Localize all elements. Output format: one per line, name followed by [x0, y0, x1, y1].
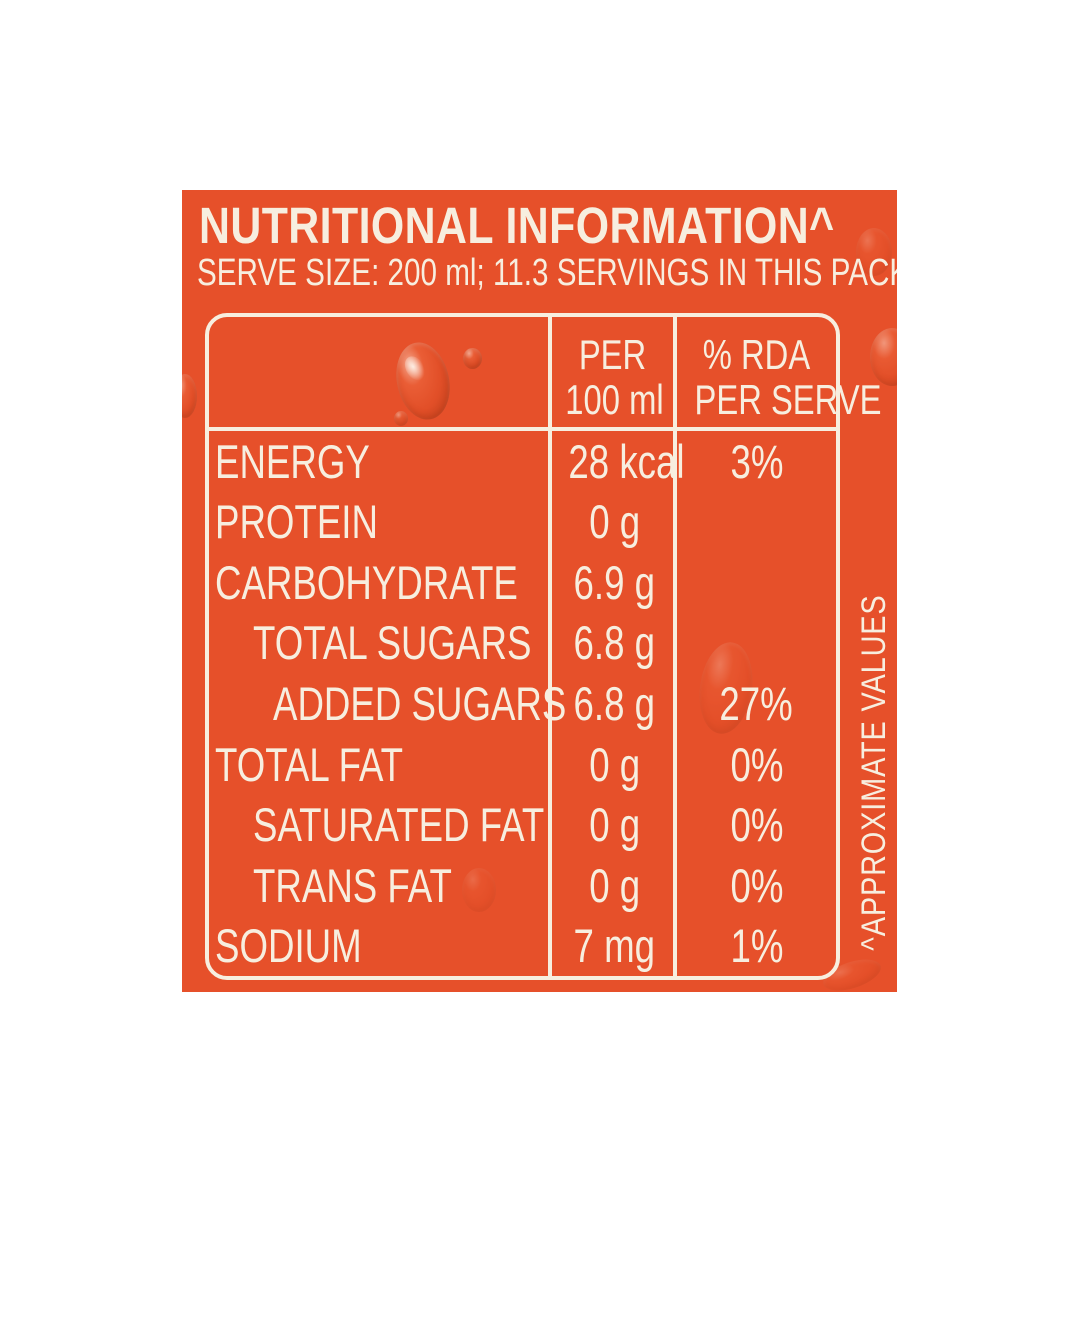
- rda-value: [677, 494, 836, 549]
- per-100ml-value: 0 g: [589, 798, 640, 852]
- per-100ml-value: 6.8 g: [573, 677, 656, 731]
- nutrient-label: CARBOHYDRATE: [215, 555, 518, 609]
- nutrient-label: TOTAL SUGARS: [253, 616, 532, 670]
- column-header-line: PER: [578, 331, 647, 378]
- per-100ml-value: 0 g: [589, 737, 640, 791]
- rda-value: 0%: [730, 737, 783, 791]
- per-100ml-value: 0 g: [589, 858, 640, 912]
- serve-size-line: SERVE SIZE: 200 ml; 11.3 SERVINGS IN THI…: [197, 252, 897, 294]
- table-row: TOTAL SUGARS 6.8 g: [209, 613, 836, 674]
- nutrient-label: ADDED SUGARS: [273, 677, 567, 731]
- nutrition-table: PER 100 ml % RDA PER SERVE ENERGY 28 kca…: [205, 313, 882, 980]
- header-divider: [209, 427, 836, 431]
- rda-value: 0%: [730, 858, 783, 912]
- rda-value: 27%: [719, 677, 794, 731]
- nutrient-label: ENERGY: [215, 434, 370, 488]
- per-100ml-value: 0 g: [589, 495, 640, 549]
- table-rows: ENERGY 28 kcal 3% PROTEIN 0 g CARBOHYDRA…: [209, 431, 836, 976]
- table-row: TOTAL FAT 0 g 0%: [209, 734, 836, 795]
- column-divider: [548, 317, 552, 976]
- water-droplet-icon: [856, 228, 892, 276]
- table-row: CARBOHYDRATE 6.9 g: [209, 552, 836, 613]
- table-row: ENERGY 28 kcal 3%: [209, 431, 836, 492]
- rda-value: [677, 555, 836, 610]
- per-100ml-value: 7 mg: [573, 919, 656, 973]
- per-100ml-value: 6.8 g: [573, 616, 656, 670]
- per-100ml-value: 6.9 g: [573, 555, 656, 609]
- nutrient-label: SATURATED FAT: [253, 798, 545, 852]
- rda-value: 0%: [730, 798, 783, 852]
- nutrient-label: PROTEIN: [215, 495, 378, 549]
- column-header-per-100ml: PER 100 ml: [552, 317, 673, 427]
- water-droplet-icon: [463, 348, 482, 369]
- table-row: ADDED SUGARS 6.8 g 27%: [209, 673, 836, 734]
- rda-value: 1%: [730, 919, 783, 973]
- column-header-line: % RDA: [702, 331, 811, 378]
- water-droplet-icon: [462, 868, 496, 912]
- nutrient-label: TOTAL FAT: [215, 737, 404, 791]
- column-header-line: 100 ml: [565, 376, 664, 423]
- label-title: NUTRITIONAL INFORMATION^: [199, 197, 835, 254]
- rda-value: 3%: [730, 434, 783, 488]
- column-divider: [673, 317, 677, 976]
- nutrition-label: NUTRITIONAL INFORMATION^ SERVE SIZE: 200…: [182, 190, 897, 992]
- rda-value: [677, 615, 836, 670]
- table-row: TRANS FAT 0 g 0%: [209, 855, 836, 916]
- table-row: SATURATED FAT 0 g 0%: [209, 794, 836, 855]
- water-droplet-icon: [182, 374, 197, 418]
- table-row: PROTEIN 0 g: [209, 492, 836, 553]
- approximate-values-note: ^APPROXIMATE VALUES: [855, 594, 893, 951]
- column-header-rda-per-serve: % RDA PER SERVE: [677, 317, 882, 427]
- per-100ml-value: 28 kcal: [568, 434, 685, 488]
- table-row: SODIUM 7 mg 1%: [209, 916, 836, 977]
- nutrient-label: SODIUM: [215, 919, 362, 973]
- column-header-line: PER SERVE: [694, 376, 882, 423]
- nutrient-label: TRANS FAT: [253, 858, 452, 912]
- water-droplet-icon: [394, 411, 408, 426]
